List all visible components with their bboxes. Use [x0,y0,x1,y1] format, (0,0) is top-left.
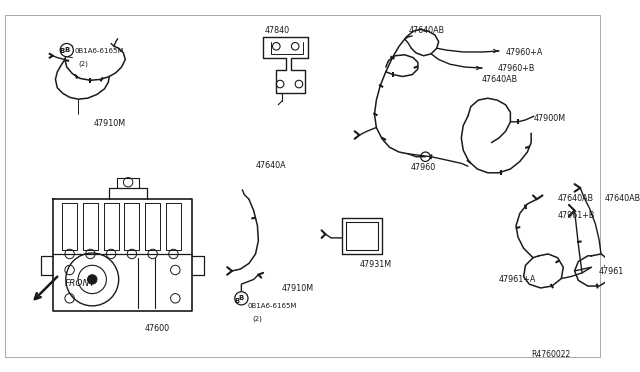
Text: 47640AB: 47640AB [605,195,640,203]
Text: 47640AB: 47640AB [557,195,594,203]
Text: 47910M: 47910M [93,119,125,128]
Circle shape [60,44,74,57]
Text: (2): (2) [78,61,88,67]
Text: FRONT: FRONT [65,279,95,288]
Text: B: B [235,298,240,304]
Text: 47640AB: 47640AB [408,26,445,35]
Text: 47961+A: 47961+A [499,275,536,284]
Text: B: B [64,47,69,53]
Text: 47640AB: 47640AB [482,75,518,84]
Text: 47961+B: 47961+B [557,211,595,219]
Circle shape [235,292,248,305]
Text: 47840: 47840 [265,26,290,35]
Text: 47960: 47960 [410,163,436,172]
Text: B: B [60,48,65,54]
Text: 47961: 47961 [599,267,625,276]
Text: 47931M: 47931M [360,260,392,269]
Circle shape [88,275,97,284]
Text: 0B1A6-6165M: 0B1A6-6165M [247,303,296,309]
Text: 47640A: 47640A [255,161,286,170]
Text: R4760022: R4760022 [531,350,570,359]
Text: 0B1A6-6165M: 0B1A6-6165M [74,48,124,54]
Text: 47910M: 47910M [282,284,314,293]
Text: 47960+B: 47960+B [498,64,536,73]
Text: 47960+A: 47960+A [506,48,543,57]
Text: (2): (2) [253,315,262,322]
Text: 47900M: 47900M [534,114,566,123]
Text: B: B [239,295,244,301]
Text: 47600: 47600 [144,324,170,333]
